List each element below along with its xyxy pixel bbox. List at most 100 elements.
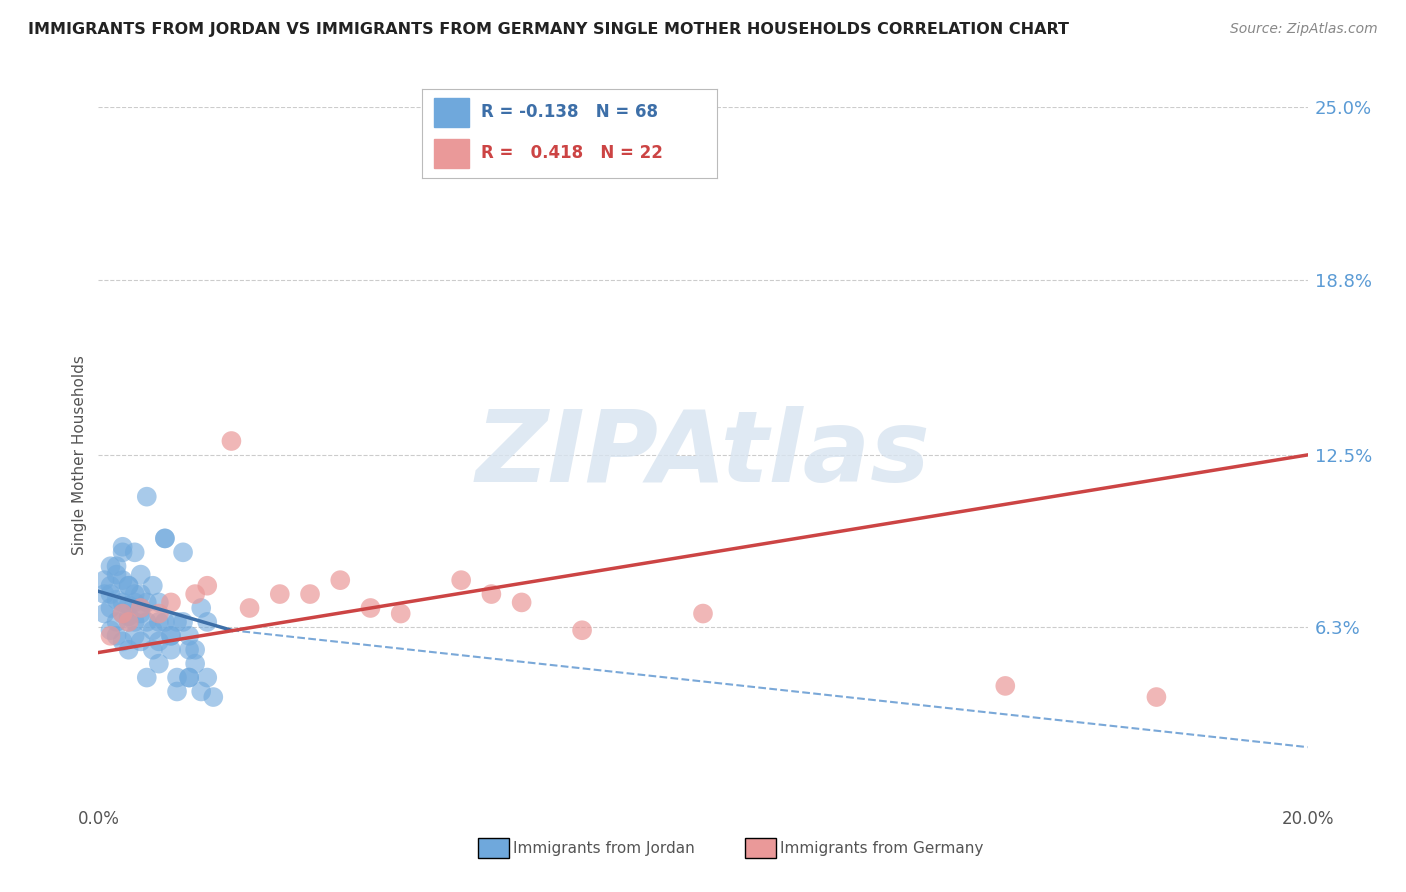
Point xyxy=(153,532,176,546)
Point xyxy=(239,601,262,615)
Point xyxy=(148,657,170,671)
Point xyxy=(153,615,176,629)
Point xyxy=(481,587,503,601)
Point xyxy=(135,671,157,685)
Point xyxy=(100,559,122,574)
Point xyxy=(124,587,146,601)
Point xyxy=(100,601,122,615)
Bar xyxy=(433,98,470,127)
Point xyxy=(111,595,134,609)
Point xyxy=(148,607,170,621)
Point xyxy=(994,679,1017,693)
Point xyxy=(118,579,141,593)
Text: ZIPAtlas: ZIPAtlas xyxy=(475,407,931,503)
Bar xyxy=(433,139,470,168)
Point xyxy=(105,615,128,629)
Point xyxy=(105,559,128,574)
Point xyxy=(118,642,141,657)
Point xyxy=(195,579,218,593)
Point xyxy=(160,642,183,657)
Point xyxy=(190,601,212,615)
Point xyxy=(93,607,115,621)
Point xyxy=(93,573,115,587)
Point xyxy=(129,634,152,648)
Point xyxy=(571,624,593,638)
Point xyxy=(118,609,141,624)
Point xyxy=(179,629,201,643)
Point xyxy=(221,434,243,448)
Point xyxy=(93,587,115,601)
Point xyxy=(105,629,128,643)
Point xyxy=(269,587,291,601)
Point xyxy=(100,629,122,643)
Point xyxy=(179,642,201,657)
Point xyxy=(160,629,183,643)
Point xyxy=(100,579,122,593)
Point xyxy=(160,629,183,643)
Point xyxy=(124,595,146,609)
Point xyxy=(105,592,128,607)
Text: Immigrants from Jordan: Immigrants from Jordan xyxy=(513,841,695,855)
Text: Source: ZipAtlas.com: Source: ZipAtlas.com xyxy=(1230,22,1378,37)
Point xyxy=(111,634,134,648)
Point xyxy=(129,567,152,582)
Text: Immigrants from Germany: Immigrants from Germany xyxy=(780,841,984,855)
Point xyxy=(148,615,170,629)
Point xyxy=(190,684,212,698)
Point xyxy=(299,587,322,601)
Point xyxy=(329,573,352,587)
Point xyxy=(510,595,533,609)
Point xyxy=(135,615,157,629)
Point xyxy=(166,684,188,698)
Point xyxy=(389,607,412,621)
Point xyxy=(111,573,134,587)
Point xyxy=(166,671,188,685)
Point xyxy=(142,579,165,593)
Point xyxy=(450,573,472,587)
Y-axis label: Single Mother Households: Single Mother Households xyxy=(72,355,87,555)
Point xyxy=(100,587,122,601)
Point xyxy=(172,545,194,559)
Point xyxy=(148,595,170,609)
Point xyxy=(124,545,146,559)
Point xyxy=(148,634,170,648)
Point xyxy=(100,624,122,638)
Text: R = -0.138   N = 68: R = -0.138 N = 68 xyxy=(481,103,658,121)
Point xyxy=(124,629,146,643)
Point xyxy=(142,624,165,638)
Point xyxy=(118,598,141,612)
Point xyxy=(184,587,207,601)
Point xyxy=(184,657,207,671)
Point xyxy=(111,545,134,559)
Point xyxy=(111,607,134,621)
Point xyxy=(195,671,218,685)
Point xyxy=(129,587,152,601)
Point xyxy=(129,601,152,615)
Point xyxy=(135,490,157,504)
Point xyxy=(160,595,183,609)
Point xyxy=(153,532,176,546)
Point xyxy=(202,690,225,704)
Text: IMMIGRANTS FROM JORDAN VS IMMIGRANTS FROM GERMANY SINGLE MOTHER HOUSEHOLDS CORRE: IMMIGRANTS FROM JORDAN VS IMMIGRANTS FRO… xyxy=(28,22,1069,37)
Point xyxy=(179,671,201,685)
Point xyxy=(129,607,152,621)
Point xyxy=(118,615,141,629)
Point xyxy=(118,579,141,593)
Point xyxy=(111,607,134,621)
Point xyxy=(1144,690,1167,704)
Point xyxy=(105,567,128,582)
Point xyxy=(179,671,201,685)
Point xyxy=(129,601,152,615)
Point xyxy=(118,615,141,629)
Point xyxy=(360,601,382,615)
Point xyxy=(124,615,146,629)
Text: R =   0.418   N = 22: R = 0.418 N = 22 xyxy=(481,145,662,162)
Point xyxy=(184,642,207,657)
Point xyxy=(111,540,134,554)
Point xyxy=(166,615,188,629)
Point xyxy=(142,642,165,657)
Point xyxy=(172,615,194,629)
Point xyxy=(135,595,157,609)
Point xyxy=(692,607,714,621)
Point xyxy=(195,615,218,629)
